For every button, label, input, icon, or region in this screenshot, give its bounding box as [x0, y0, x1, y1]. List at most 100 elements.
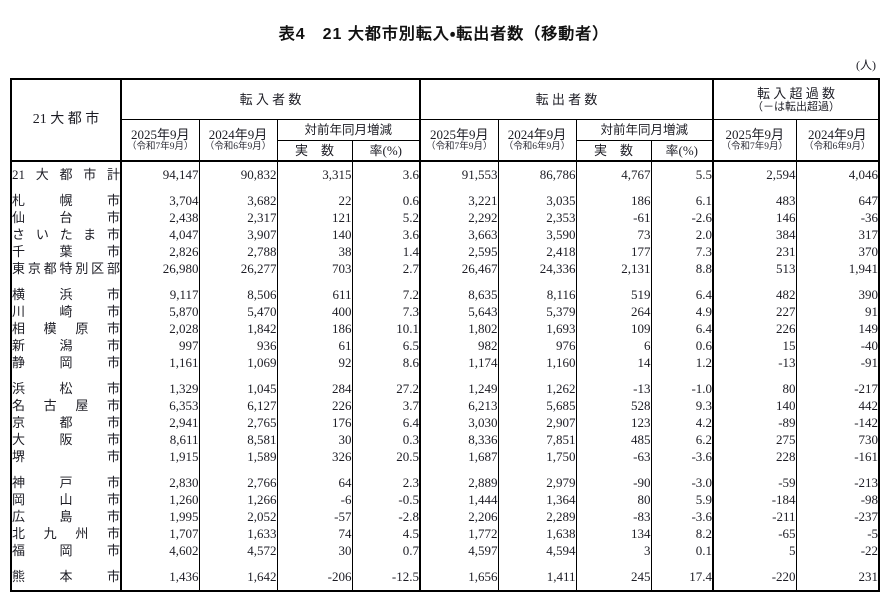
value-cell: 2,289 — [497, 508, 577, 525]
value-cell: 4,047 — [120, 226, 199, 243]
value-cell: 2,418 — [497, 243, 577, 260]
value-cell: 8,611 — [120, 431, 199, 448]
value-cell: 647 — [795, 183, 880, 209]
value-cell: 9.3 — [650, 397, 714, 414]
in-migrants-label: 転 入 者 数 — [239, 92, 302, 107]
value-cell: 1,444 — [419, 491, 499, 508]
value-cell: 0.1 — [650, 542, 714, 559]
city-name: 静岡市 — [12, 355, 120, 370]
value-cell: 26,467 — [419, 260, 499, 277]
value-cell: -237 — [795, 508, 880, 525]
value-cell: 317 — [795, 226, 880, 243]
value-cell: 275 — [712, 431, 797, 448]
city-name: 東京都特別区部 — [12, 261, 120, 276]
value-cell: 38 — [276, 243, 352, 260]
city-name: 新潟市 — [12, 338, 120, 353]
value-cell: 1,260 — [120, 491, 199, 508]
value-cell: 14 — [575, 354, 652, 371]
value-cell: 226 — [712, 320, 797, 337]
table-row: 千葉市 2,826 2,788 38 1.4 2,595 2,418 177 7.3 231 370 — [11, 243, 880, 260]
value-cell: 730 — [795, 431, 880, 448]
value-cell: 284 — [276, 371, 352, 397]
value-cell: 17.4 — [650, 559, 714, 591]
value-cell: 1,069 — [198, 354, 277, 371]
table-row: 川崎市 5,870 5,470 400 7.3 5,643 5,379 264 4.9 227 91 — [11, 303, 880, 320]
value-cell: 27.2 — [351, 371, 421, 397]
value-cell: 2,292 — [419, 209, 499, 226]
table-row: 福岡市 4,602 4,572 30 0.7 4,597 4,594 3 0.1 5 -22 — [11, 542, 880, 559]
out-migrants-group-header: 転 出 者 数 — [419, 79, 714, 120]
value-cell: 6,213 — [419, 397, 499, 414]
value-cell: 2,131 — [575, 260, 652, 277]
table-row: 札幌市 3,704 3,682 22 0.6 3,221 3,035 186 6.1 483 647 — [11, 183, 880, 209]
city-name: 相模原市 — [12, 321, 120, 336]
value-cell: 4.9 — [650, 303, 714, 320]
city-name: 熊本市 — [12, 569, 120, 584]
value-cell: 8.8 — [650, 260, 714, 277]
value-cell: 8.2 — [650, 525, 714, 542]
out-2025-header: 2025年9月 （令和7年9月） — [419, 119, 499, 161]
value-cell: 1,160 — [497, 354, 577, 371]
value-cell: 6 — [575, 337, 652, 354]
value-cell: -65 — [712, 525, 797, 542]
value-cell: 9,117 — [120, 277, 199, 303]
city-name: 福岡市 — [12, 543, 120, 558]
value-cell: 7,851 — [497, 431, 577, 448]
city-column-header: 21 大 都 市 — [11, 79, 122, 161]
value-cell: 2,765 — [198, 414, 277, 431]
value-cell: 231 — [712, 243, 797, 260]
value-cell: 2,826 — [120, 243, 199, 260]
value-cell: 26,277 — [198, 260, 277, 277]
value-cell: 2,907 — [497, 414, 577, 431]
city-name-cell: 浜松市 — [11, 371, 122, 397]
header-row-groups: 21 大 都 市 転 入 者 数 転 出 者 数 転 入 超 過 数 （－は転出… — [11, 79, 880, 161]
year-label: 2024年9月 — [507, 127, 567, 142]
city-name-cell: 北九州市 — [11, 525, 122, 542]
table-row: 新潟市 997 936 61 6.5 982 976 6 0.6 15 -40 — [11, 337, 880, 354]
city-name: 21大都市計 — [12, 167, 120, 182]
city-name: 広島市 — [12, 509, 120, 524]
value-cell: 3.6 — [351, 160, 421, 183]
net-migration-group-header: 転 入 超 過 数 （－は転出超過） — [712, 79, 880, 120]
value-cell: 4.5 — [351, 525, 421, 542]
value-cell: 1,995 — [120, 508, 199, 525]
in-migrants-group-header: 転 入 者 数 — [119, 79, 421, 120]
city-name: 堺市 — [12, 449, 120, 464]
value-cell: 1,589 — [198, 448, 277, 465]
value-cell: 2,941 — [120, 414, 199, 431]
value-cell: 483 — [712, 183, 797, 209]
value-cell: -91 — [795, 354, 880, 371]
city-name-cell: 京都市 — [11, 414, 122, 431]
value-cell: 1,687 — [419, 448, 499, 465]
table-body: 21大都市計 94,147 90,832 3,315 3.6 91,553 86,786 4,… — [11, 160, 880, 591]
value-cell: 6,353 — [120, 397, 199, 414]
city-name: 川崎市 — [12, 304, 120, 319]
value-cell: 1.4 — [351, 243, 421, 260]
value-cell: 134 — [575, 525, 652, 542]
city-name-cell: 神戸市 — [11, 465, 122, 491]
city-name: 京都市 — [12, 415, 120, 430]
value-cell: -98 — [795, 491, 880, 508]
table-row: 東京都特別区部 26,980 26,277 703 2.7 26,467 24,336 2,1… — [11, 260, 880, 277]
city-name: 千葉市 — [12, 244, 120, 259]
value-cell: -211 — [712, 508, 797, 525]
city-name: 横浜市 — [12, 287, 120, 302]
value-cell: 5,870 — [120, 303, 199, 320]
value-cell: 326 — [276, 448, 352, 465]
value-cell: 6,127 — [198, 397, 277, 414]
value-cell: 2,830 — [120, 465, 199, 491]
value-cell: 5.9 — [650, 491, 714, 508]
value-cell: -90 — [575, 465, 652, 491]
value-cell: 4,594 — [497, 542, 577, 559]
value-cell: 1,915 — [120, 448, 199, 465]
header-row-subcols: 実 数 率(%) 実 数 率(%) — [11, 140, 879, 161]
value-cell: -36 — [795, 209, 880, 226]
value-cell: 1,436 — [120, 559, 199, 591]
value-cell: 3.6 — [351, 226, 421, 243]
out-2024-header: 2024年9月 （令和6年9月） — [497, 119, 577, 161]
value-cell: 140 — [276, 226, 352, 243]
table-row: 京都市 2,941 2,765 176 6.4 3,030 2,907 123 4.2 -89 -1… — [11, 414, 880, 431]
value-cell: 4,597 — [419, 542, 499, 559]
value-cell: 2,353 — [497, 209, 577, 226]
value-cell: 1,411 — [497, 559, 577, 591]
